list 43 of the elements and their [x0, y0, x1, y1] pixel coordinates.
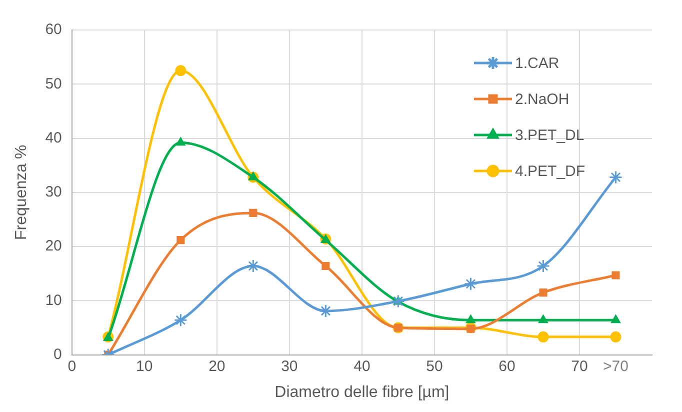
point	[248, 172, 258, 180]
legend-label: 2.NaOH	[514, 91, 570, 108]
x-tick-label: 60	[498, 358, 516, 375]
point	[176, 137, 186, 146]
point	[610, 331, 622, 342]
y-tick-label: 30	[45, 184, 62, 201]
point	[539, 288, 548, 297]
point	[464, 277, 478, 291]
point	[246, 259, 260, 273]
x-tick-label: 40	[354, 358, 370, 375]
y-tick-label: 40	[45, 129, 62, 146]
point	[249, 208, 258, 218]
point	[538, 314, 548, 324]
x-tick-label: 10	[136, 358, 153, 375]
point	[466, 314, 476, 324]
point	[466, 324, 475, 333]
point	[176, 236, 185, 244]
point	[174, 313, 188, 327]
x-tick-label: 20	[208, 358, 226, 375]
legend-label: 1.CAR	[514, 55, 560, 72]
point	[318, 304, 332, 318]
point	[391, 294, 405, 308]
legend-label: 3.PET_DL	[514, 127, 584, 144]
x-axis-title: Diametro delle fibre [µm]	[274, 384, 450, 401]
point	[610, 314, 621, 324]
point	[536, 259, 550, 273]
point	[538, 331, 549, 342]
y-tick-label: 0	[54, 346, 62, 363]
point	[608, 170, 622, 184]
point	[175, 65, 186, 76]
legend-label: 4.PET_DF	[514, 163, 586, 180]
x-tick-label: 30	[281, 358, 298, 375]
x-tick-label: 70	[571, 358, 588, 375]
x-tick-label: 50	[426, 358, 443, 375]
y-tick-label: 50	[45, 75, 62, 92]
point	[322, 262, 330, 270]
point	[612, 271, 620, 280]
x-tick-label: >70	[603, 358, 628, 375]
y-tick-label: 60	[45, 21, 62, 38]
y-tick-label: 20	[45, 238, 62, 255]
y-axis-title: Frequenza %	[13, 144, 30, 240]
x-tick-label: 0	[68, 358, 76, 375]
y-tick-label: 10	[45, 292, 62, 309]
